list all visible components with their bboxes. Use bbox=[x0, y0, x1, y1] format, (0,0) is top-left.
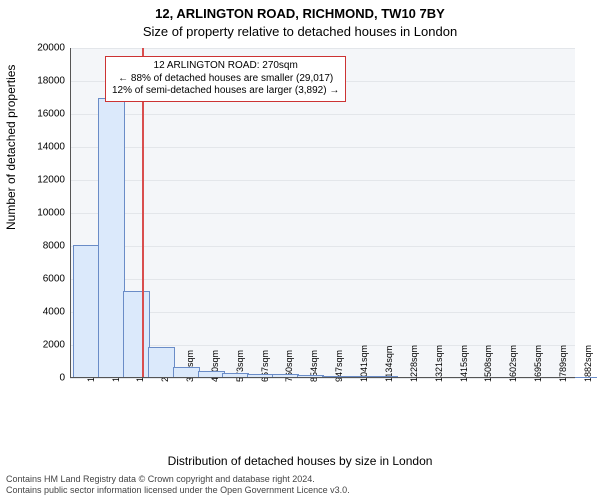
y-tick-label: 18000 bbox=[10, 76, 65, 87]
gridline bbox=[70, 279, 575, 280]
plot-area: 0200040006000800010000120001400016000180… bbox=[70, 48, 575, 378]
gridline bbox=[70, 147, 575, 148]
y-tick-label: 10000 bbox=[10, 208, 65, 219]
gridline bbox=[70, 213, 575, 214]
annotation-line: 12% of semi-detached houses are larger (… bbox=[112, 85, 339, 98]
y-tick-label: 20000 bbox=[10, 43, 65, 54]
y-tick-label: 14000 bbox=[10, 142, 65, 153]
annotation-line: 12 ARLINGTON ROAD: 270sqm bbox=[112, 60, 339, 73]
x-axis-label: Distribution of detached houses by size … bbox=[0, 454, 600, 468]
histogram-bar bbox=[148, 347, 175, 378]
annotation-box: 12 ARLINGTON ROAD: 270sqm← 88% of detach… bbox=[105, 56, 346, 102]
chart-subtitle: Size of property relative to detached ho… bbox=[0, 24, 600, 39]
gridline bbox=[70, 114, 575, 115]
y-tick-label: 12000 bbox=[10, 175, 65, 186]
y-tick-label: 4000 bbox=[10, 307, 65, 318]
histogram-bar bbox=[123, 291, 150, 378]
y-tick-label: 2000 bbox=[10, 340, 65, 351]
gridline bbox=[70, 246, 575, 247]
gridline bbox=[70, 378, 575, 379]
annotation-line: ← 88% of detached houses are smaller (29… bbox=[112, 73, 339, 86]
footer-line: Contains public sector information licen… bbox=[6, 485, 350, 496]
histogram-bar bbox=[73, 245, 100, 378]
histogram-bar bbox=[98, 98, 125, 378]
axis-line bbox=[70, 48, 71, 378]
y-tick-label: 0 bbox=[10, 373, 65, 384]
y-tick-label: 8000 bbox=[10, 241, 65, 252]
y-tick-label: 6000 bbox=[10, 274, 65, 285]
axis-line bbox=[70, 377, 575, 378]
gridline bbox=[70, 180, 575, 181]
gridline bbox=[70, 48, 575, 49]
footer-line: Contains HM Land Registry data © Crown c… bbox=[6, 474, 350, 485]
chart-container: 12, ARLINGTON ROAD, RICHMOND, TW10 7BY S… bbox=[0, 0, 600, 500]
y-tick-label: 16000 bbox=[10, 109, 65, 120]
footer-attribution: Contains HM Land Registry data © Crown c… bbox=[6, 474, 350, 497]
chart-title: 12, ARLINGTON ROAD, RICHMOND, TW10 7BY bbox=[0, 6, 600, 21]
